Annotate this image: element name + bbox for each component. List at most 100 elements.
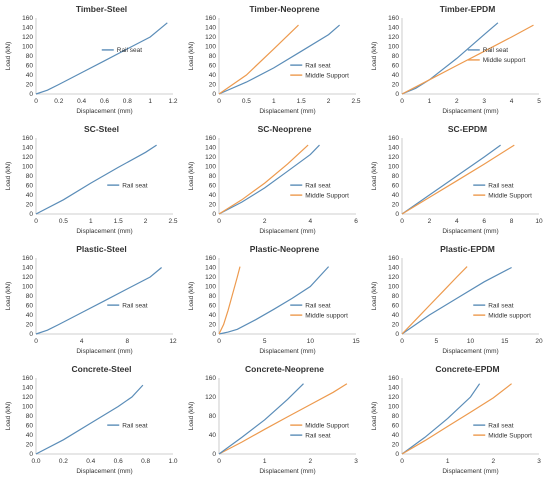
y-tick-label: 40 [26,192,34,199]
x-tick-label: 2 [428,218,432,225]
y-tick-label: 160 [388,135,399,142]
y-tick-label: 140 [22,265,33,272]
x-tick-label: 12 [169,338,177,345]
x-tick-label: 1 [263,458,267,465]
y-tick-label: 160 [205,135,216,142]
legend-label: Middle Support [488,192,532,199]
y-tick-label: 60 [26,303,34,310]
y-axis-label: Load (kN) [5,42,12,71]
y-tick-label: 60 [209,63,217,70]
y-axis-label: Load (kN) [5,162,12,191]
y-tick-label: 40 [209,72,217,79]
x-tick-label: 15 [352,338,360,345]
y-tick-label: 160 [22,375,33,382]
x-tick-label: 4 [80,338,84,345]
y-tick-label: 80 [392,293,400,300]
y-tick-label: 60 [26,423,34,430]
chart-title: Concrete-Neoprene [245,364,324,374]
y-tick-label: 140 [388,385,399,392]
legend-label: Middle support [305,312,348,319]
x-axis-label: Displacement (mm) [442,108,498,115]
x-tick-label: 15 [501,338,509,345]
legend-label: Rail seat [305,62,330,69]
x-tick-label: 0 [400,458,404,465]
x-tick-label: 10 [535,218,543,225]
x-tick-label: 2.5 [351,98,360,105]
y-tick-label: 120 [205,394,216,401]
y-tick-label: 120 [205,154,216,161]
chart-title: Plastic-Neoprene [250,244,320,254]
y-tick-label: 20 [26,202,34,209]
y-tick-label: 140 [205,145,216,152]
y-tick-label: 80 [26,173,34,180]
x-tick-label: 0.8 [123,98,132,105]
chart-panel: Timber-Neoprene 0 20 40 60 80 100 120 140 160 0 0.5… [188,4,361,115]
x-tick-label: 6 [354,218,358,225]
x-tick-label: 0 [217,218,221,225]
chart-title: SC-EPDM [448,124,487,134]
y-tick-label: 60 [26,183,34,190]
series-line [35,267,162,335]
y-tick-label: 80 [26,293,34,300]
y-tick-label: 40 [209,312,217,319]
chart-panel: SC-EPDM 0 20 40 60 80 100 120 140 160 0 2 4 6 8 10 Displ… [371,124,543,235]
series-line [35,384,144,455]
y-tick-label: 160 [205,375,216,382]
x-tick-label: 5 [434,338,438,345]
y-tick-label: 40 [26,72,34,79]
y-tick-label: 80 [392,173,400,180]
y-tick-label: 20 [209,322,217,329]
x-tick-label: 10 [307,338,315,345]
y-tick-label: 20 [392,82,400,89]
y-axis-label: Load (kN) [188,282,195,311]
y-tick-label: 60 [26,63,34,70]
x-tick-label: 1.5 [297,98,306,105]
x-tick-label: 0 [34,98,38,105]
x-tick-label: 2 [309,458,313,465]
x-tick-label: 2 [144,218,148,225]
x-tick-label: 0.4 [86,458,95,465]
series-line [35,144,157,215]
y-tick-label: 40 [26,432,34,439]
legend-label: Rail seat [305,182,330,189]
x-tick-label: 1 [148,98,152,105]
chart-panel: Plastic-EPDM 0 20 40 60 80 100 120 140 160 0 5 10 15 2… [371,244,543,355]
x-tick-label: 4 [309,218,313,225]
chart-title: Timber-EPDM [440,4,496,14]
y-tick-label: 60 [392,183,400,190]
x-tick-label: 0 [400,98,404,105]
series-line [218,144,309,215]
chart-title: Plastic-Steel [76,244,127,254]
x-tick-label: 8 [126,338,130,345]
chart-panel: Concrete-Neoprene 0 40 80 120 160 0 1 2 3 Displace… [188,364,358,475]
x-tick-label: 0.0 [31,458,40,465]
y-tick-label: 80 [392,53,400,60]
y-axis-label: Load (kN) [188,162,195,191]
y-tick-label: 80 [392,413,400,420]
x-tick-label: 5 [537,98,541,105]
x-tick-label: 1.0 [168,458,177,465]
series-line [218,266,330,335]
y-tick-label: 60 [209,183,217,190]
series-line [35,22,168,95]
chart-title: SC-Neoprene [258,124,312,134]
x-axis-label: Displacement (mm) [76,348,132,355]
chart-title: Plastic-EPDM [440,244,495,254]
y-tick-label: 120 [22,154,33,161]
x-tick-label: 0 [400,338,404,345]
y-tick-label: 160 [205,255,216,262]
chart-panel: Plastic-Neoprene 0 20 40 60 80 100 120 140 160 0 5 1… [188,244,360,355]
chart-panel: Timber-EPDM 0 20 40 60 80 100 120 140 160 0 1 2 3 4 5 Di… [371,4,541,115]
legend-label: Middle Support [305,192,349,199]
x-tick-label: 10 [467,338,475,345]
y-tick-label: 140 [205,265,216,272]
x-tick-label: 2 [492,458,496,465]
y-tick-label: 160 [22,255,33,262]
y-axis-label: Load (kN) [371,282,378,311]
y-tick-label: 0 [29,211,33,218]
series-line [218,24,299,95]
x-tick-label: 2 [263,218,267,225]
x-tick-label: 1 [446,458,450,465]
y-tick-label: 60 [392,63,400,70]
y-axis-label: Load (kN) [371,42,378,71]
